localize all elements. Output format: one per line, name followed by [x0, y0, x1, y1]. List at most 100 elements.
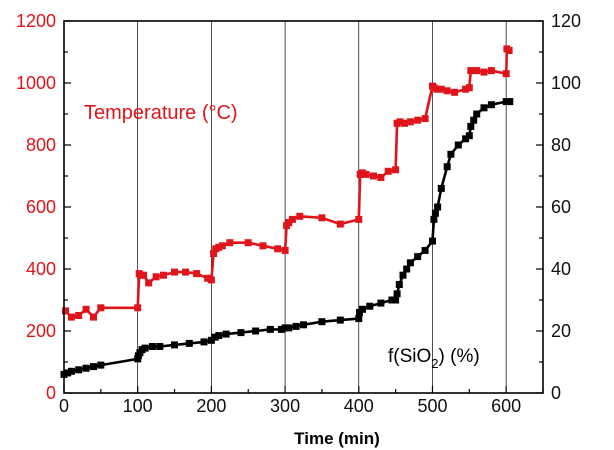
temperature-point	[421, 115, 429, 123]
fsio2-point	[318, 318, 326, 326]
fsio2-point	[473, 110, 481, 118]
temperature-point	[97, 304, 105, 312]
fsio2-point	[82, 364, 90, 372]
fsio2-point	[467, 122, 475, 130]
temperature-point	[67, 313, 75, 321]
x-tick-label: 0	[59, 396, 69, 416]
temperature-point	[451, 88, 459, 96]
temperature-point	[401, 119, 408, 127]
temperature-point	[160, 271, 167, 279]
temperature-point	[152, 273, 160, 281]
temperature-point	[355, 215, 363, 223]
fsio2-point	[156, 343, 164, 350]
y-left-tick-label: 800	[26, 135, 56, 155]
temperature-point	[370, 172, 377, 180]
fsio2-suffix: ) (%)	[439, 346, 480, 367]
y-left-tick-label: 400	[26, 259, 56, 279]
temperature-point	[318, 214, 326, 222]
temperature-point	[62, 307, 69, 315]
fsio2-point	[403, 265, 411, 273]
fsio2-point	[437, 184, 445, 192]
y-right-tick-label: 40	[551, 259, 571, 279]
temperature-point	[145, 279, 153, 287]
fsio2-point	[75, 366, 83, 374]
series-layer	[60, 45, 514, 378]
fsio2-point	[462, 135, 470, 143]
temperature-point	[487, 67, 495, 75]
fsio2-point	[392, 296, 400, 304]
fsio2-point	[487, 101, 495, 109]
fsio2-prefix: f(SiO	[388, 346, 431, 367]
temperature-point	[288, 215, 296, 223]
temperature-point	[204, 274, 212, 282]
fsio2-point	[90, 363, 97, 371]
fsio2-point	[200, 338, 208, 346]
temperature-point	[75, 312, 83, 319]
fsio2-point	[64, 369, 72, 377]
fsio2-point	[266, 325, 274, 333]
y-left-tick-label: 600	[26, 197, 56, 217]
temperature-point	[505, 47, 513, 54]
temperature-point	[433, 85, 441, 93]
fsio2-point	[366, 302, 374, 310]
fsio2-point	[434, 203, 442, 211]
y-right-tick-label: 0	[551, 383, 561, 403]
temperature-point	[207, 276, 215, 284]
temperature-point	[359, 169, 366, 177]
y-left-tick-label: 1000	[16, 73, 56, 93]
fsio2-point	[395, 281, 403, 288]
tick-marks	[63, 20, 544, 394]
x-tick-label: 300	[270, 396, 300, 416]
fsio2-point	[237, 329, 245, 337]
fsio2-point	[292, 322, 300, 330]
temperature-point	[406, 118, 414, 126]
x-tick-label: 400	[344, 396, 374, 416]
fsio2-point	[421, 246, 429, 254]
temperature-point	[285, 219, 293, 226]
temperature-point	[462, 85, 470, 93]
tick-labels: 0 100 200 300 400 500 600020040060080010001200…	[16, 11, 581, 416]
temperature-point	[218, 242, 226, 250]
temperature-point	[377, 174, 385, 181]
y-left-tick-label: 1200	[16, 11, 56, 31]
fsio2-point	[211, 333, 219, 341]
temperature-point	[467, 67, 475, 75]
fsio2-subscript: 2	[431, 356, 438, 371]
fsio2-point	[141, 344, 149, 352]
fsio2-point	[429, 237, 436, 245]
fsio2-point	[355, 315, 363, 323]
temperature-point	[336, 220, 344, 228]
vertical-gridlines	[137, 21, 507, 393]
fsio2-point	[393, 290, 401, 298]
temperature-point	[465, 84, 473, 92]
temperature-point	[281, 246, 289, 254]
y-right-tick-label: 80	[551, 135, 571, 155]
temperature-point	[226, 239, 234, 247]
fsio2-point	[506, 98, 514, 106]
fsio2-point	[447, 150, 455, 158]
fsio2-point	[281, 324, 289, 332]
temperature-point	[437, 85, 445, 93]
temperature-point	[392, 166, 400, 174]
fsio2-point	[454, 141, 462, 149]
temperature-annotation: Temperature (°C)	[84, 102, 238, 124]
fsio2-point	[215, 332, 223, 340]
temperature-point	[215, 243, 223, 251]
temperature-point	[480, 68, 488, 76]
fsio2-point	[185, 339, 193, 347]
fsio2-point	[97, 361, 105, 369]
temperature-point	[182, 268, 190, 276]
fsio2-point	[222, 330, 230, 338]
temperature-point	[502, 70, 510, 78]
temperature-point	[396, 118, 404, 126]
y-right-tick-label: 60	[551, 197, 571, 217]
y-right-tick-label: 20	[551, 321, 571, 341]
y-right-tick-label: 100	[551, 73, 581, 93]
temperature-point	[140, 271, 148, 279]
temperature-point	[244, 239, 252, 247]
temperature-point	[362, 170, 370, 178]
temperature-point	[210, 250, 218, 257]
fsio2-point	[480, 104, 488, 112]
temperature-point	[90, 313, 97, 321]
temperature-point	[473, 67, 481, 75]
